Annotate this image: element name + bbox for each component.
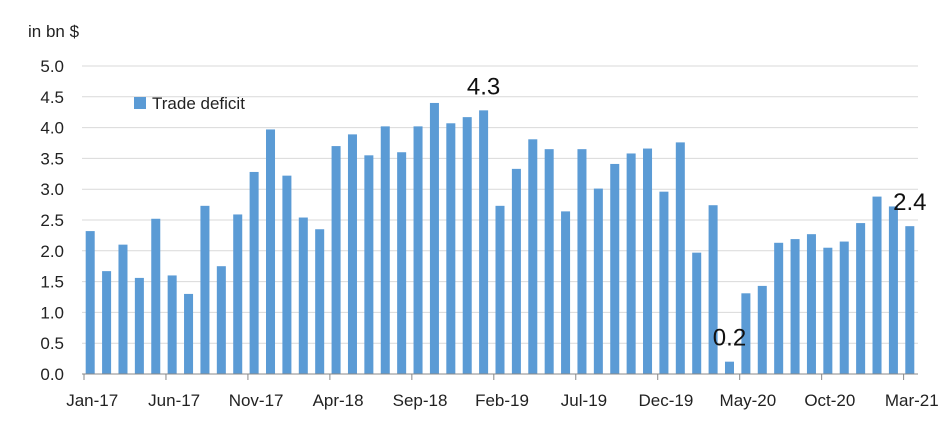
y-tick-label: 0.5 bbox=[40, 334, 64, 353]
bar bbox=[479, 110, 489, 375]
annotations: 4.3 0.2 2.4 bbox=[467, 73, 927, 351]
bar bbox=[200, 205, 210, 374]
bar bbox=[184, 293, 194, 374]
bar bbox=[413, 126, 423, 374]
bar bbox=[774, 242, 784, 374]
bar bbox=[331, 146, 341, 374]
bar bbox=[708, 205, 718, 374]
bar bbox=[249, 171, 259, 374]
bar bbox=[528, 139, 538, 374]
x-tick-label: Oct-20 bbox=[804, 391, 855, 410]
x-tick-label: Feb-19 bbox=[475, 391, 529, 410]
x-tick-label: Dec-19 bbox=[639, 391, 694, 410]
bar bbox=[118, 244, 128, 374]
bar bbox=[495, 205, 505, 374]
legend: Trade deficit bbox=[134, 94, 245, 113]
bars bbox=[85, 102, 915, 375]
x-tick-label: Mar-21 bbox=[885, 391, 939, 410]
x-tick-label: Sep-18 bbox=[393, 391, 448, 410]
bar bbox=[167, 275, 177, 374]
y-tick-label: 4.0 bbox=[40, 119, 64, 138]
x-tick-label: Jul-19 bbox=[561, 391, 607, 410]
bar bbox=[315, 229, 325, 374]
bar bbox=[446, 123, 456, 375]
y-tick-label: 2.0 bbox=[40, 242, 64, 261]
y-tick-label: 3.5 bbox=[40, 149, 64, 168]
x-tick-label: Jun-17 bbox=[148, 391, 200, 410]
bar bbox=[675, 142, 685, 374]
bar bbox=[216, 266, 226, 374]
bar bbox=[364, 155, 374, 374]
y-tick-label: 1.5 bbox=[40, 273, 64, 292]
y-tick-label: 5.0 bbox=[40, 57, 64, 76]
bar bbox=[872, 196, 882, 374]
bar bbox=[511, 168, 521, 374]
bar bbox=[380, 126, 390, 374]
x-axis-ticks bbox=[83, 374, 905, 380]
x-tick-label: May-20 bbox=[720, 391, 777, 410]
bar bbox=[643, 148, 653, 374]
bar bbox=[266, 129, 276, 374]
bar bbox=[790, 239, 800, 374]
bar bbox=[577, 149, 587, 374]
bar bbox=[856, 223, 866, 374]
bar bbox=[429, 102, 439, 375]
bar bbox=[839, 241, 849, 374]
bar bbox=[741, 293, 751, 374]
legend-swatch bbox=[134, 97, 146, 109]
data-label: 2.4 bbox=[893, 189, 926, 216]
bar bbox=[905, 226, 915, 374]
bar bbox=[282, 175, 292, 374]
bar bbox=[544, 149, 554, 374]
bar bbox=[692, 252, 702, 374]
bar bbox=[593, 188, 603, 374]
bar bbox=[298, 217, 308, 374]
bar bbox=[462, 117, 472, 375]
bar bbox=[823, 247, 833, 374]
bar bbox=[757, 285, 767, 374]
y-tick-label: 3.0 bbox=[40, 180, 64, 199]
bar bbox=[806, 234, 816, 374]
unit-label: in bn $ bbox=[28, 22, 80, 41]
legend-label: Trade deficit bbox=[152, 94, 245, 113]
bar bbox=[102, 271, 112, 374]
y-tick-label: 4.5 bbox=[40, 88, 64, 107]
bar bbox=[134, 277, 144, 374]
bar bbox=[626, 153, 636, 374]
bar bbox=[659, 191, 669, 374]
bar bbox=[233, 214, 243, 374]
y-tick-label: 2.5 bbox=[40, 211, 64, 230]
data-label: 0.2 bbox=[713, 325, 746, 352]
bar bbox=[724, 361, 734, 374]
x-tick-label: Apr-18 bbox=[313, 391, 364, 410]
y-tick-label: 1.0 bbox=[40, 303, 64, 322]
data-label: 4.3 bbox=[467, 73, 500, 100]
bar bbox=[561, 211, 571, 374]
bar bbox=[85, 231, 95, 374]
x-tick-label: Jan-17 bbox=[66, 391, 118, 410]
bar bbox=[610, 163, 620, 374]
y-axis-tick-labels: 0.0 0.5 1.0 1.5 2.0 2.5 3.0 3.5 4.0 4.5 5.0 bbox=[40, 57, 64, 384]
bar bbox=[397, 152, 407, 374]
y-tick-label: 0.0 bbox=[40, 365, 64, 384]
bar bbox=[347, 134, 357, 374]
x-tick-label: Nov-17 bbox=[229, 391, 284, 410]
bar bbox=[888, 206, 898, 374]
x-axis-tick-labels: Jan-17 Jun-17 Nov-17 Apr-18 Sep-18 Feb-19 Jul-… bbox=[66, 391, 939, 410]
bar bbox=[151, 218, 161, 374]
